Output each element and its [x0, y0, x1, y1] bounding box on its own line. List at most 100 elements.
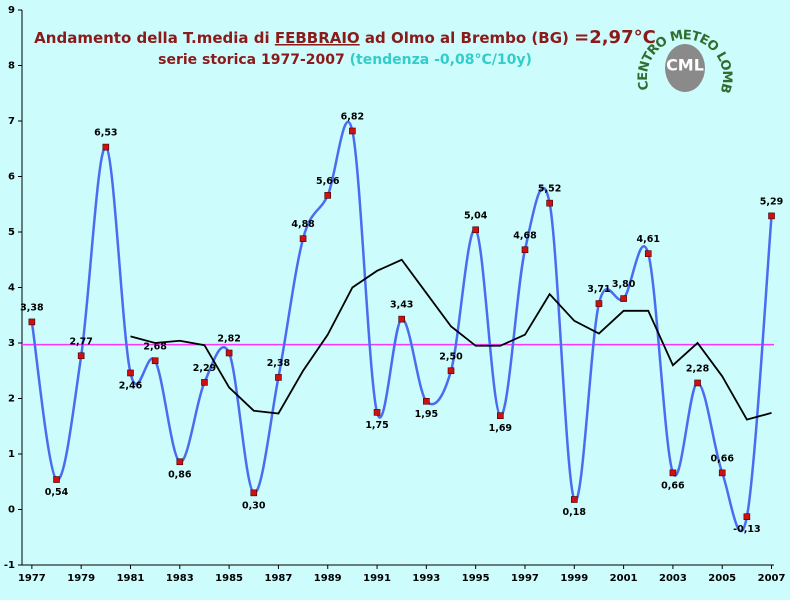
title-part: ad Olmo al Brembo (BG): [360, 29, 574, 47]
value-label: 4,88: [291, 219, 315, 230]
series-line: [30, 120, 773, 533]
value-label: 2,82: [217, 333, 240, 344]
point-marker: [718, 469, 726, 477]
point-marker: [102, 143, 110, 151]
value-label: 0,86: [168, 469, 192, 480]
point-marker: [768, 212, 775, 220]
value-label: 3,80: [612, 279, 636, 290]
value-label: 2,50: [439, 351, 463, 362]
point-marker: [225, 349, 233, 357]
x-tick-label: 1983: [166, 573, 194, 584]
x-tick-label: 1977: [18, 573, 46, 584]
y-tick-label: 6: [8, 172, 15, 183]
x-tick-label: 1979: [67, 573, 95, 584]
point-marker: [349, 127, 356, 135]
point-marker: [201, 379, 208, 386]
value-label: 2,46: [119, 380, 143, 391]
value-label: 5,29: [760, 196, 783, 207]
x-tick-label: 1999: [560, 573, 588, 584]
value-label: 0,54: [45, 487, 69, 498]
x-tick-label: 2001: [610, 573, 638, 584]
point-marker: [743, 513, 751, 521]
value-label: 4,68: [513, 230, 537, 241]
point-marker: [324, 192, 332, 199]
value-label: 1,69: [489, 423, 512, 434]
point-marker: [546, 199, 553, 207]
subtitle-part: serie storica 1977-2007: [158, 52, 345, 68]
x-tick-label: 1995: [462, 573, 490, 584]
value-label: 6,82: [341, 111, 364, 122]
value-label: 6,53: [94, 128, 117, 139]
y-tick-label: 7: [8, 116, 15, 127]
value-label: 3,43: [390, 300, 413, 311]
value-label: 0,66: [661, 480, 685, 491]
title-part: FEBBRAIO: [275, 29, 360, 47]
point-marker: [275, 374, 282, 381]
point-marker: [570, 496, 578, 503]
point-marker: [472, 226, 479, 234]
y-tick-label: 1: [8, 449, 15, 460]
value-label: 2,38: [267, 358, 291, 369]
point-marker: [669, 469, 677, 477]
x-tick-label: 2005: [708, 573, 736, 584]
value-label: 1,95: [415, 409, 438, 420]
point-marker: [127, 369, 134, 377]
logo-shape: [665, 44, 705, 92]
value-label: 4,61: [637, 234, 660, 245]
x-tick-label: 1991: [363, 573, 391, 584]
chart-title: Andamento della T.media di FEBBRAIO ad O…: [34, 27, 656, 48]
point-marker: [151, 357, 159, 365]
value-label: 5,66: [316, 176, 340, 187]
point-marker: [620, 295, 627, 302]
value-label: 2,28: [686, 363, 710, 374]
point-marker: [423, 397, 430, 405]
y-tick-label: -1: [4, 560, 15, 571]
y-tick-label: 3: [8, 338, 15, 349]
x-tick-label: 1989: [314, 573, 342, 584]
value-label: 2,77: [69, 336, 92, 347]
point-marker: [521, 246, 529, 254]
y-tick-label: 9: [8, 5, 15, 16]
point-marker: [447, 367, 455, 375]
title-part: Andamento della T.media di: [34, 29, 275, 47]
point-marker: [595, 300, 603, 307]
point-marker: [250, 489, 258, 497]
point-marker: [373, 409, 381, 416]
value-label: 5,52: [538, 184, 561, 195]
x-tick-label: 1985: [215, 573, 243, 584]
y-tick-label: 5: [8, 227, 15, 238]
value-label: 5,04: [464, 210, 488, 221]
value-label: 2,29: [193, 363, 216, 374]
point-marker: [644, 250, 652, 257]
point-marker: [77, 352, 85, 360]
x-tick-label: 1997: [511, 573, 539, 584]
value-label: 2,68: [143, 341, 167, 352]
y-tick-label: 2: [8, 394, 15, 405]
x-tick-label: 2003: [659, 573, 687, 584]
series-line: [130, 258, 772, 421]
x-tick-label: 1987: [264, 573, 292, 584]
point-marker: [28, 318, 36, 326]
value-label: 0,30: [242, 500, 266, 511]
value-label: 0,18: [563, 507, 587, 518]
x-tick-label: 1981: [117, 573, 145, 584]
value-label: -0,13: [733, 524, 760, 535]
value-label: 3,71: [587, 284, 610, 295]
value-label: 3,38: [20, 302, 44, 313]
x-tick-label: 1993: [412, 573, 440, 584]
point-marker: [497, 412, 504, 420]
x-tick-label: 2007: [758, 573, 786, 584]
y-tick-label: 8: [8, 61, 15, 72]
point-marker: [398, 315, 405, 323]
point-marker: [176, 458, 184, 466]
y-tick-label: 4: [8, 283, 15, 294]
y-tick-label: 0: [8, 505, 15, 516]
point-marker: [53, 476, 60, 483]
title-part: =2,97°C: [574, 27, 656, 48]
value-label: 0,66: [710, 453, 734, 464]
subtitle-part: (tendenza -0,08°C/10y): [350, 52, 532, 68]
chart-subtitle: serie storica 1977-2007 (tendenza -0,08°…: [158, 52, 532, 68]
point-marker: [694, 379, 701, 387]
